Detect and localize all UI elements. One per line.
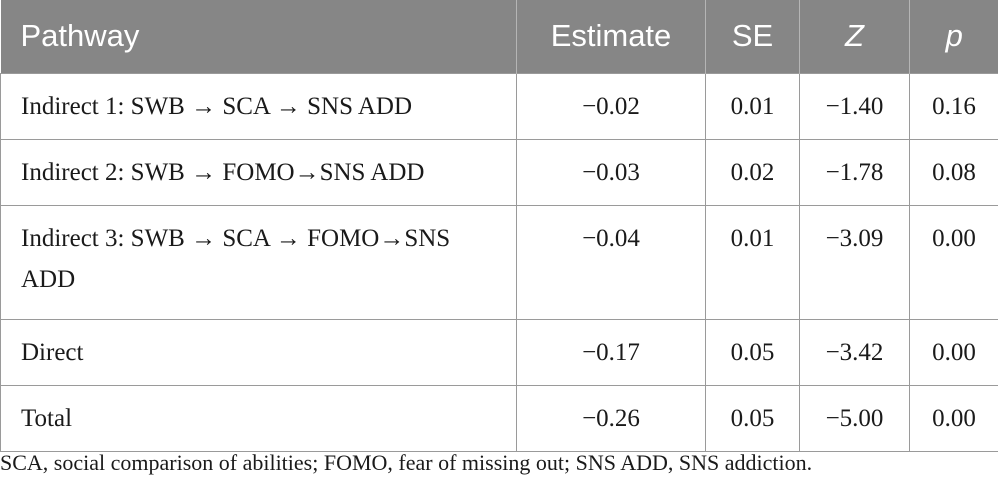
se-cell: 0.05 xyxy=(705,384,800,452)
pathway-cell: Indirect 3: SWB → SCA → FOMO→SNS ADD xyxy=(0,204,517,320)
table-footnote: SCA, social comparison of abilities; FOM… xyxy=(0,450,813,475)
table-row: Total −0.26 0.05 −5.00 0.00 xyxy=(0,384,998,452)
z-cell: −1.78 xyxy=(799,138,910,206)
table-row: Indirect 2: SWB → FOMO→SNS ADD −0.03 0.0… xyxy=(0,138,998,206)
z-cell: −3.09 xyxy=(799,204,910,320)
z-cell: −3.42 xyxy=(799,318,910,386)
estimate-cell: −0.03 xyxy=(516,138,706,206)
results-table: Pathway Estimate SE Z p Indirect 1: SWB … xyxy=(0,0,998,452)
header-z: Z xyxy=(799,0,910,73)
estimate-cell: −0.17 xyxy=(516,318,706,386)
pathway-cell: Total xyxy=(0,384,517,452)
p-cell: 0.16 xyxy=(909,72,998,140)
header-p: p xyxy=(909,0,998,73)
p-cell: 0.00 xyxy=(909,384,998,452)
pathway-cell: Direct xyxy=(0,318,517,386)
table-row: Indirect 1: SWB → SCA → SNS ADD −0.02 0.… xyxy=(0,72,998,140)
p-cell: 0.08 xyxy=(909,138,998,206)
header-se: SE xyxy=(705,0,800,73)
estimate-cell: −0.04 xyxy=(516,204,706,320)
table-row: Direct −0.17 0.05 −3.42 0.00 xyxy=(0,318,998,386)
z-cell: −1.40 xyxy=(799,72,910,140)
se-cell: 0.02 xyxy=(705,138,800,206)
table-row: Indirect 3: SWB → SCA → FOMO→SNS ADD −0.… xyxy=(0,204,998,320)
p-cell: 0.00 xyxy=(909,204,998,320)
se-cell: 0.05 xyxy=(705,318,800,386)
pathway-cell: Indirect 1: SWB → SCA → SNS ADD xyxy=(0,72,517,140)
se-cell: 0.01 xyxy=(705,72,800,140)
p-cell: 0.00 xyxy=(909,318,998,386)
header-pathway: Pathway xyxy=(20,18,140,54)
z-cell: −5.00 xyxy=(799,384,910,452)
estimate-cell: −0.26 xyxy=(516,384,706,452)
table-header-row: Pathway Estimate SE Z p xyxy=(0,0,998,73)
pathway-cell: Indirect 2: SWB → FOMO→SNS ADD xyxy=(0,138,517,206)
header-estimate: Estimate xyxy=(516,0,706,73)
estimate-cell: −0.02 xyxy=(516,72,706,140)
se-cell: 0.01 xyxy=(705,204,800,320)
